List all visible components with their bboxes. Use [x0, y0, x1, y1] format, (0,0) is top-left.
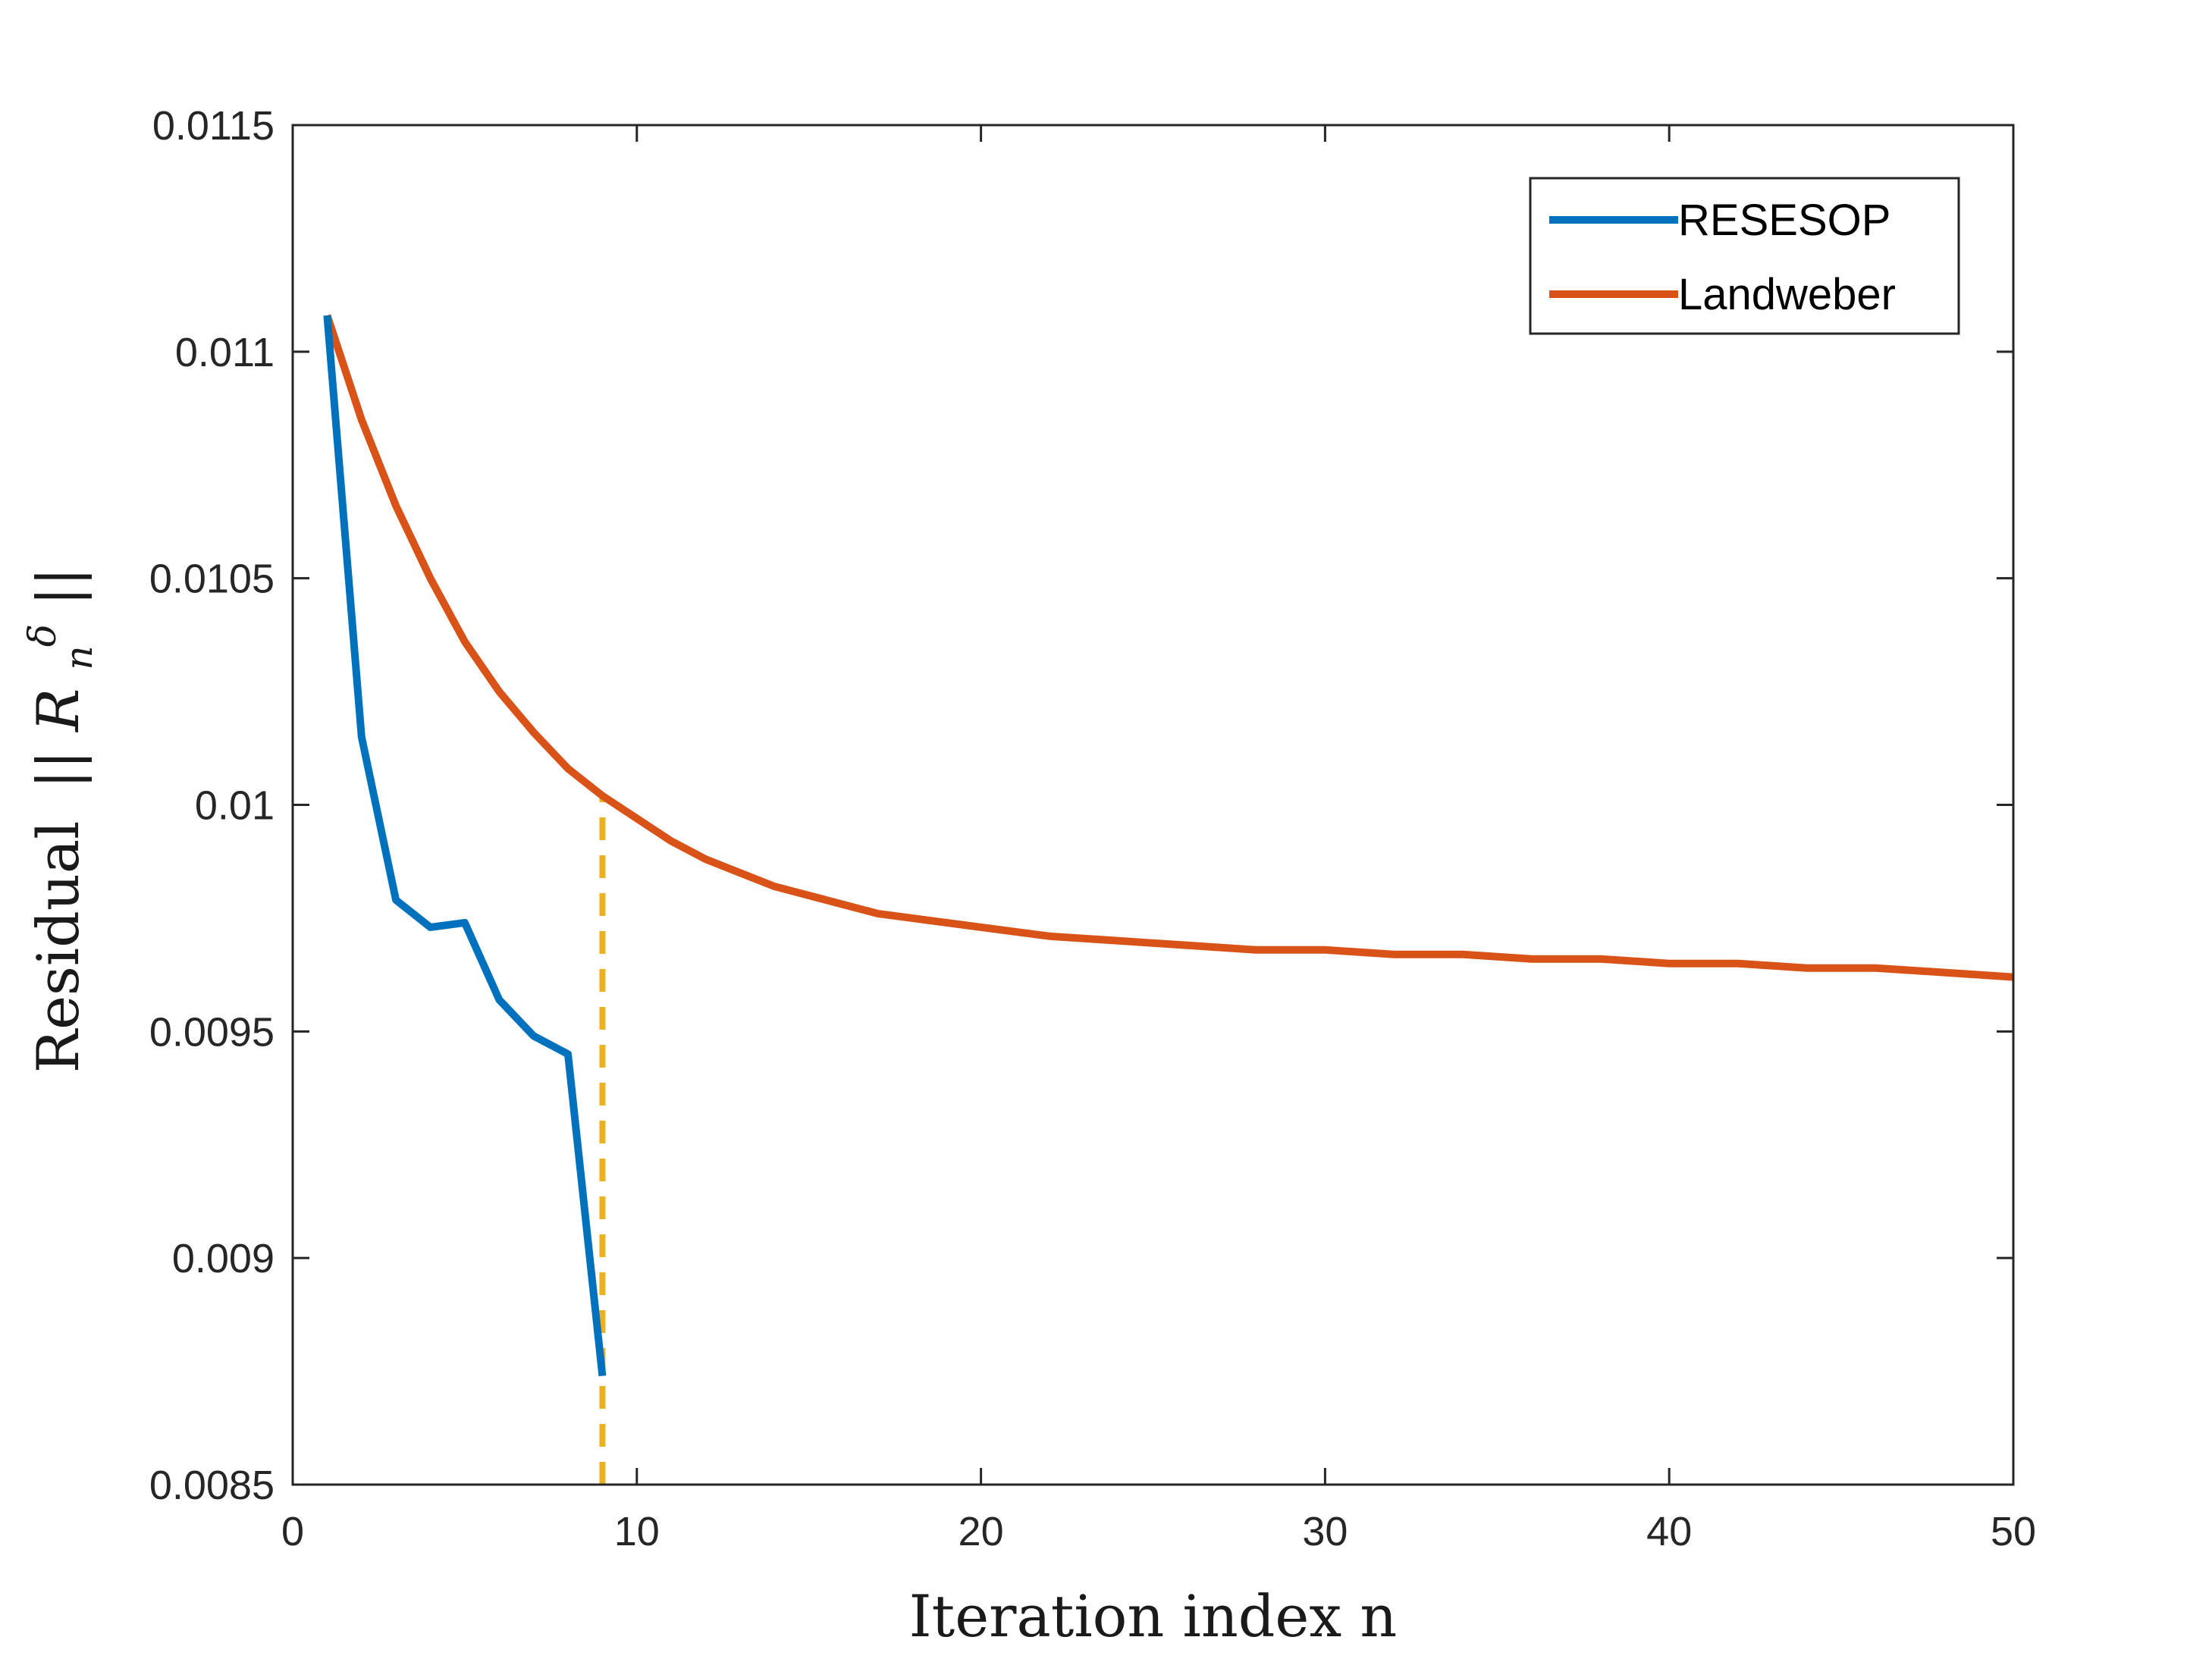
- x-axis-label: Iteration index n: [909, 1582, 1398, 1650]
- series-line-resesop: [323, 315, 607, 1377]
- y-axis-label-sub: n: [57, 645, 101, 670]
- x-tick-label: 10: [614, 1509, 660, 1554]
- series-layer: [323, 314, 2014, 1485]
- x-tick-label: 40: [1646, 1509, 1692, 1554]
- y-tick-label: 0.0105: [149, 557, 275, 602]
- y-tick-label: 0.01: [195, 783, 275, 829]
- y-axis-label-symbol: || R: [24, 688, 92, 789]
- y-tick-label: 0.009: [172, 1236, 275, 1281]
- y-axis-label-sup: δ: [20, 624, 64, 647]
- y-tick-label: 0.011: [175, 330, 275, 375]
- legend-label-landweber: Landweber: [1678, 270, 1896, 319]
- tick-labels: 0 10 20 30 40 50 0.0085 0.009 0.0095 0.01 0.0105 0.…: [149, 103, 2036, 1554]
- legend-label-resesop: RESESOP: [1678, 196, 1890, 245]
- series-line-landweber: [323, 314, 2014, 981]
- x-tick-label: 30: [1302, 1509, 1348, 1554]
- axes-box: [291, 124, 2015, 1486]
- legend-box: [1529, 177, 1960, 335]
- x-tick-label: 50: [1991, 1509, 2036, 1554]
- y-tick-label: 0.0115: [152, 103, 275, 149]
- y-tick-label: 0.0095: [149, 1009, 275, 1055]
- x-tick-label: 0: [281, 1509, 304, 1554]
- y-axis-label-suffix: ||: [24, 567, 92, 606]
- legend: RESESOP Landweber: [1529, 177, 1960, 335]
- y-tick-label: 0.0085: [149, 1463, 275, 1508]
- y-axis-label: Residual || R n δ ||: [2, 567, 105, 1074]
- y-axis-label-prefix: Residual: [24, 821, 92, 1074]
- x-tick-label: 20: [959, 1509, 1004, 1554]
